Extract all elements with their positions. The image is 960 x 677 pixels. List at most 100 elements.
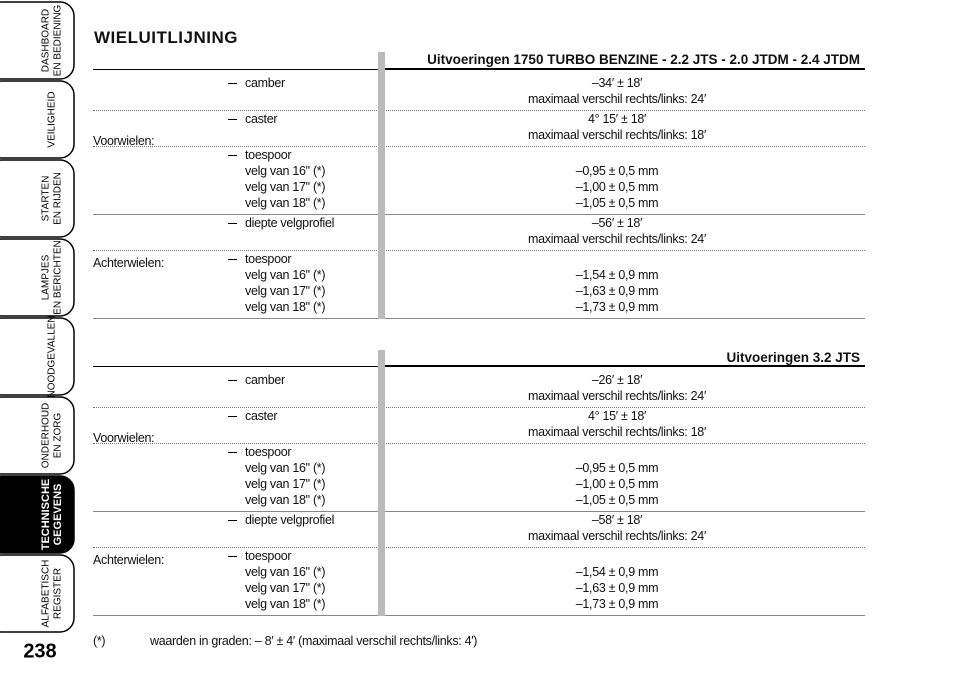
value: –1,00 ± 0,5 mm [575,180,659,194]
tab-label: LAMPJES [41,254,52,300]
footnote-marker: (*) [93,634,106,648]
item-label: toespoor [245,148,292,162]
value: –1,05 ± 0,5 mm [575,196,659,210]
value: –1,00 ± 0,5 mm [575,477,659,491]
group-label: Voorwielen: [93,431,155,445]
value: maximaal verschil rechts/links: 18′ [527,128,706,142]
sidebar-tab [0,396,75,475]
section-heading: Uitvoeringen 3.2 JTS [726,350,860,365]
item-label: toespoor [245,445,292,459]
section-heading: Uitvoeringen 1750 TURBO BENZINE - 2.2 JT… [427,52,860,67]
value: maximaal verschil rechts/links: 24′ [527,389,706,403]
item-label: caster [245,409,278,423]
value: maximaal verschil rechts/links: 24′ [527,529,706,543]
value: –1,05 ± 0,5 mm [575,493,659,507]
dash [228,83,237,84]
item-label: diepte velgprofiel [245,216,335,230]
separator [93,443,865,444]
value: –34′ ± 18′ [591,76,643,90]
tab-label: ALFABETISCH [41,560,52,628]
sidebar-tab [0,317,75,396]
value: 4° 15′ ± 18′ [587,112,647,126]
sidebar-tab [0,159,75,238]
item-sub: velg van 18" (*) [245,597,326,611]
divider-bar [378,350,385,616]
sidebar-tab [0,1,75,80]
tab-label: GEGEVENS [52,484,64,546]
dash [228,119,237,120]
dash [228,520,237,521]
tab-label: NOODGEVALLEN [47,315,58,397]
item-label: camber [245,76,285,90]
separator [93,407,865,408]
item-sub: velg van 16" (*) [245,461,326,475]
item-sub: velg van 16" (*) [245,268,326,282]
item-label: toespoor [245,549,292,563]
tab-label: STARTEN [41,176,52,222]
item-label: caster [245,112,278,126]
separator [93,547,865,548]
item-sub: velg van 17" (*) [245,284,326,298]
item-sub: velg van 17" (*) [245,477,326,491]
rule [385,68,865,70]
dash [228,223,237,224]
separator [93,615,865,616]
group-label: Voorwielen: [93,134,155,148]
group-label: Achterwielen: [93,553,165,567]
item-sub: velg van 18" (*) [245,300,326,314]
value: –26′ ± 18′ [591,373,643,387]
item-sub: velg van 17" (*) [245,581,326,595]
tab-label: EN ZORG [53,413,64,459]
dash [228,452,237,453]
item-sub: velg van 16" (*) [245,164,326,178]
separator [93,214,865,215]
tab-label: ONDERHOUD [41,403,52,469]
tab-label: EN BEDIENING [53,4,64,76]
separator [93,146,865,147]
tab-label: EN BERICHTEN [53,240,64,314]
separator [93,511,865,512]
value: –1,73 ± 0,9 mm [575,300,659,314]
separator [93,110,865,111]
tab-label: TECHNISCHE [40,479,52,551]
separator [93,318,865,319]
dash [228,380,237,381]
value: –1,63 ± 0,9 mm [575,581,659,595]
sidebar-tab [0,475,75,554]
page-number: 238 [23,640,56,662]
item-sub: velg van 18" (*) [245,493,326,507]
value: –56′ ± 18′ [591,216,643,230]
item-sub: velg van 18" (*) [245,196,326,210]
value: –58′ ± 18′ [591,513,643,527]
value: –1,73 ± 0,9 mm [575,597,659,611]
sidebar-tab [0,80,75,159]
value: –1,54 ± 0,9 mm [575,565,659,579]
dash [228,155,237,156]
item-sub: velg van 17" (*) [245,180,326,194]
separator [93,250,865,251]
value: 4° 15′ ± 18′ [587,409,647,423]
footnote-text: waarden in graden: – 8′ ± 4′ (maximaal v… [150,634,478,648]
tab-label: VEILIGHEID [47,91,58,147]
dash [228,259,237,260]
value: maximaal verschil rechts/links: 24′ [527,232,706,246]
item-sub: velg van 16" (*) [245,565,326,579]
sidebar-tab [0,238,75,317]
tab-label: DASHBOARD [41,9,52,72]
value: maximaal verschil rechts/links: 24′ [527,92,706,106]
value: –0,95 ± 0,5 mm [575,164,659,178]
value: maximaal verschil rechts/links: 18′ [527,425,706,439]
item-label: toespoor [245,252,292,266]
sidebar-tab [0,554,75,633]
value: –0,95 ± 0,5 mm [575,461,659,475]
rule [93,69,378,70]
dash [228,556,237,557]
rule [385,365,865,367]
tab-label: EN RIJDEN [53,172,64,225]
tab-label: REGISTER [53,568,64,619]
divider-bar [378,52,385,319]
group-label: Achterwielen: [93,256,165,270]
item-label: camber [245,373,285,387]
